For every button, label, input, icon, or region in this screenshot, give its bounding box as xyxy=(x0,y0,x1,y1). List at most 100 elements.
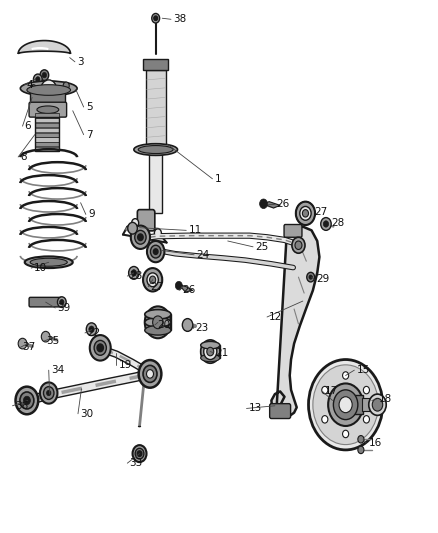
Text: 30: 30 xyxy=(80,409,93,419)
Text: 29: 29 xyxy=(316,274,330,284)
FancyBboxPatch shape xyxy=(138,209,155,231)
Circle shape xyxy=(300,206,311,220)
Circle shape xyxy=(33,74,42,85)
Bar xyxy=(346,395,363,414)
Bar xyxy=(35,147,59,151)
Circle shape xyxy=(204,344,217,360)
Circle shape xyxy=(152,316,163,329)
Circle shape xyxy=(321,217,331,230)
Ellipse shape xyxy=(201,354,220,362)
Circle shape xyxy=(131,270,137,276)
Circle shape xyxy=(135,230,146,244)
Circle shape xyxy=(148,311,167,334)
Text: 12: 12 xyxy=(269,312,283,322)
Circle shape xyxy=(153,249,158,254)
Bar xyxy=(35,117,59,151)
Text: 26: 26 xyxy=(276,199,289,209)
Circle shape xyxy=(369,394,386,415)
Circle shape xyxy=(23,396,30,405)
Text: 27: 27 xyxy=(150,282,164,292)
Circle shape xyxy=(60,300,64,305)
Circle shape xyxy=(296,201,315,225)
Text: 26: 26 xyxy=(182,286,195,295)
Circle shape xyxy=(40,70,49,80)
Circle shape xyxy=(309,275,312,279)
Circle shape xyxy=(358,435,364,443)
Circle shape xyxy=(147,241,164,262)
Text: 39: 39 xyxy=(57,303,71,313)
Circle shape xyxy=(358,446,364,454)
Bar xyxy=(145,314,171,330)
Circle shape xyxy=(364,386,370,394)
Circle shape xyxy=(15,386,38,414)
Circle shape xyxy=(339,397,352,413)
Circle shape xyxy=(138,451,142,456)
Text: 28: 28 xyxy=(332,218,345,228)
FancyBboxPatch shape xyxy=(29,102,67,117)
Circle shape xyxy=(343,372,349,379)
Circle shape xyxy=(147,369,153,378)
Circle shape xyxy=(323,221,328,227)
Text: 7: 7 xyxy=(86,130,92,140)
Bar xyxy=(35,114,59,118)
Circle shape xyxy=(143,268,162,292)
Text: 25: 25 xyxy=(255,242,268,252)
Circle shape xyxy=(89,326,94,333)
Circle shape xyxy=(138,234,143,240)
Text: 34: 34 xyxy=(51,365,64,375)
Text: 10: 10 xyxy=(33,263,46,273)
Bar xyxy=(35,133,59,137)
Circle shape xyxy=(152,13,159,23)
Polygon shape xyxy=(179,285,193,292)
Text: 5: 5 xyxy=(86,102,92,112)
Circle shape xyxy=(308,360,383,450)
Circle shape xyxy=(260,199,268,208)
Text: 20: 20 xyxy=(157,320,170,330)
Bar xyxy=(201,345,220,358)
Circle shape xyxy=(175,281,182,290)
Ellipse shape xyxy=(134,144,177,156)
Circle shape xyxy=(41,332,50,342)
Text: 1: 1 xyxy=(215,174,221,184)
Text: 22: 22 xyxy=(87,328,100,338)
Circle shape xyxy=(18,338,27,349)
Circle shape xyxy=(133,445,147,462)
Bar xyxy=(35,138,59,142)
Ellipse shape xyxy=(25,256,73,268)
Circle shape xyxy=(90,335,111,361)
Text: 33: 33 xyxy=(130,458,143,468)
Text: 17: 17 xyxy=(325,386,338,397)
Text: 37: 37 xyxy=(22,342,36,352)
Text: 28: 28 xyxy=(130,271,143,281)
Text: 19: 19 xyxy=(119,360,132,370)
Circle shape xyxy=(128,222,138,234)
Bar xyxy=(35,142,59,147)
Circle shape xyxy=(94,341,106,356)
Circle shape xyxy=(333,390,358,419)
Text: 9: 9 xyxy=(88,209,95,220)
Circle shape xyxy=(41,80,57,99)
Circle shape xyxy=(150,245,161,258)
Circle shape xyxy=(313,365,378,445)
Text: 27: 27 xyxy=(314,207,328,217)
Circle shape xyxy=(43,386,54,399)
Circle shape xyxy=(46,390,51,395)
Ellipse shape xyxy=(138,146,173,154)
Text: 38: 38 xyxy=(173,14,187,25)
Circle shape xyxy=(182,319,193,332)
Circle shape xyxy=(322,386,328,394)
Ellipse shape xyxy=(20,81,77,96)
Text: 36: 36 xyxy=(14,401,28,411)
Text: 6: 6 xyxy=(25,121,32,131)
Polygon shape xyxy=(263,201,280,208)
Ellipse shape xyxy=(145,318,171,327)
Text: 13: 13 xyxy=(249,403,262,414)
Text: 11: 11 xyxy=(188,225,201,236)
Circle shape xyxy=(40,382,57,403)
Circle shape xyxy=(132,219,139,227)
Circle shape xyxy=(147,273,158,287)
Bar xyxy=(35,123,59,127)
Bar xyxy=(144,59,168,70)
Circle shape xyxy=(154,229,161,237)
Ellipse shape xyxy=(30,259,67,266)
